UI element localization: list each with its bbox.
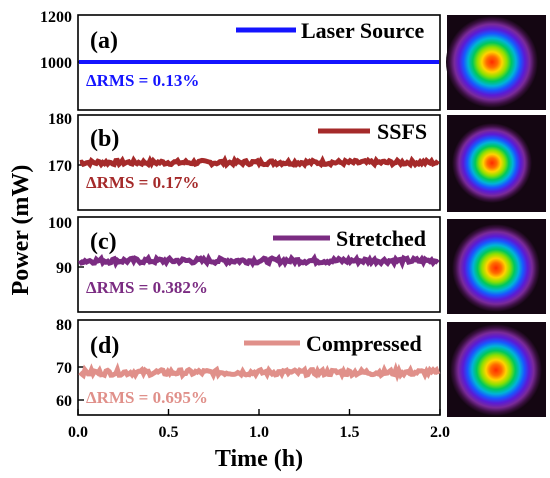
panel-d-data-line [78,361,441,383]
x-tick-label-3: 1.5 [340,424,360,441]
panel-b-rms-annotation: ΔRMS = 0.17% [86,173,199,192]
panel-a: 1200 1000 (a) Laser Source ΔRMS = 0.13% [40,9,546,111]
panel-a-ytick-1: 1000 [40,55,72,72]
beam-profile-b-image [452,123,532,203]
x-tick-label-2: 1.0 [249,424,269,441]
y-axis-label: Power (mW) [8,165,34,296]
panel-c-label: (c) [90,229,117,255]
panel-d-legend-label: Compressed [306,331,422,356]
x-axis-label: Time (h) [215,446,303,472]
panel-c-frame [77,216,441,313]
panel-c-rms-annotation: ΔRMS = 0.382% [86,278,208,297]
panel-b-legend-label: SSFS [377,119,427,144]
panel-b-ytick-0: 180 [48,111,72,128]
panel-d-ytick-0: 80 [56,317,72,334]
panel-b-data-line [79,154,440,170]
panel-a-legend-label: Laser Source [301,18,424,43]
panel-b-label: (b) [90,126,119,152]
beam-profile-a-image [446,16,538,108]
x-tick-label-4: 2.0 [430,424,450,441]
panel-d-ytick-2: 60 [56,393,72,410]
panel-c-data-line [77,252,440,270]
panel-d-label: (d) [90,333,119,359]
panel-d: 80 70 60 (d) Compressed ΔRMS = 0.695% [56,317,546,417]
panel-b-frame [77,114,441,211]
panel-a-label: (a) [90,28,118,54]
panel-a-data-line [79,60,439,64]
beam-profile-c-image [452,224,540,312]
x-tick-label-1: 0.5 [159,424,179,441]
panel-d-ytick-1: 70 [56,360,72,377]
panel-b-ytick-1: 170 [48,158,72,175]
panel-b: 180 170 (b) SSFS ΔRMS = 0.17% [48,111,546,212]
panel-c-ytick-1: 90 [56,260,72,277]
panel-c-legend-label: Stretched [336,226,426,251]
panel-a-ytick-0: 1200 [40,9,72,26]
beam-profile-d-image [450,324,542,416]
panel-c-ytick-0: 100 [48,215,72,232]
x-axis: 0.0 0.5 1.0 1.5 2.0 Time (h) [68,409,450,472]
panel-c: 100 90 (c) Stretched ΔRMS = 0.382% [48,215,546,314]
panel-a-rms-annotation: ΔRMS = 0.13% [86,71,199,90]
x-tick-label-0: 0.0 [68,424,88,441]
panel-d-rms-annotation: ΔRMS = 0.695% [86,388,208,407]
